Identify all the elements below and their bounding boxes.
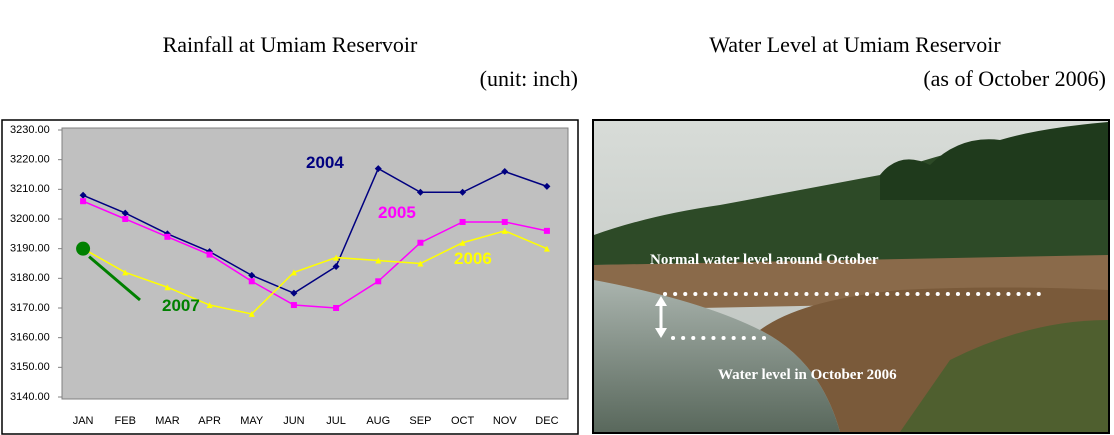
photo: Normal water level around October Water … — [593, 120, 1109, 433]
figure: Rainfall at Umiam Reservoir (unit: inch)… — [0, 0, 1114, 435]
x-tick-label: NOV — [493, 415, 518, 427]
y-tick-label: 3160.00 — [10, 332, 50, 344]
y-tick-label: 3180.00 — [10, 272, 50, 284]
data-point — [333, 305, 339, 311]
x-tick-label: SEP — [409, 415, 431, 427]
photo-annotation: Normal water level around October — [650, 252, 879, 268]
data-point — [249, 278, 255, 284]
data-point — [207, 252, 213, 258]
data-point — [164, 234, 170, 240]
photo-subtitle: (as of October 2006) — [923, 66, 1106, 91]
x-tick-label: MAR — [155, 415, 180, 427]
x-tick-label: AUG — [366, 415, 390, 427]
data-point — [122, 216, 128, 222]
x-tick-label: JUL — [326, 415, 346, 427]
data-point — [80, 198, 86, 204]
photo-title: Water Level at Umiam Reservoir — [709, 32, 1001, 57]
series-label: 2005 — [378, 203, 416, 222]
data-point — [76, 242, 90, 256]
series-label: 2006 — [454, 249, 492, 268]
x-tick-label: OCT — [451, 415, 475, 427]
x-tick-label: JUN — [283, 415, 304, 427]
chart-title: Rainfall at Umiam Reservoir — [163, 32, 418, 57]
y-tick-label: 3150.00 — [10, 361, 50, 373]
data-point — [417, 240, 423, 246]
y-tick-label: 3220.00 — [10, 154, 50, 166]
page: {"chart_data": {"type": "line", "title":… — [0, 0, 1114, 435]
y-tick-label: 3210.00 — [10, 183, 50, 195]
series-label: 2004 — [306, 153, 344, 172]
data-point — [502, 219, 508, 225]
data-point — [460, 219, 466, 225]
y-tick-label: 3190.00 — [10, 243, 50, 255]
x-tick-label: DEC — [535, 415, 558, 427]
x-tick-label: FEB — [115, 415, 136, 427]
x-tick-label: JAN — [73, 415, 94, 427]
data-point — [291, 302, 297, 308]
data-point — [375, 278, 381, 284]
photo-annotation: Water level in October 2006 — [718, 367, 897, 383]
x-tick-label: APR — [198, 415, 221, 427]
data-point — [544, 228, 550, 234]
y-tick-label: 3170.00 — [10, 302, 50, 314]
y-tick-label: 3140.00 — [10, 391, 50, 403]
chart-subtitle: (unit: inch) — [480, 66, 578, 91]
x-tick-label: MAY — [240, 415, 264, 427]
y-tick-label: 3230.00 — [10, 124, 50, 136]
y-tick-label: 3200.00 — [10, 213, 50, 225]
series-label: 2007 — [162, 296, 200, 315]
